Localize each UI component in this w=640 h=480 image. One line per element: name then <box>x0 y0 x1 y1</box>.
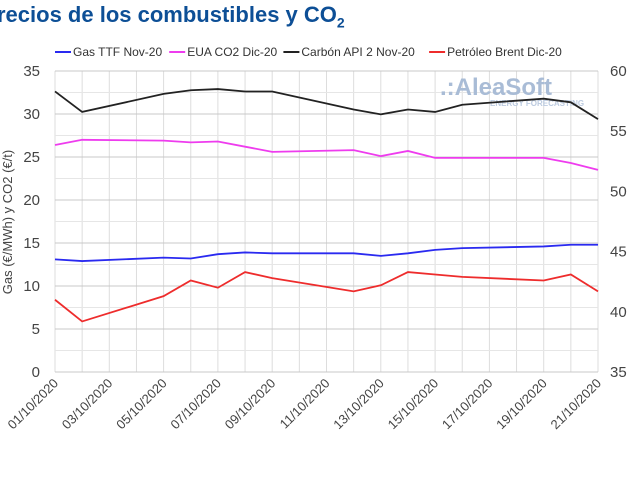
logo-tagline: ENERGY FORECASTING <box>490 99 584 108</box>
x-tick-label: 09/10/2020 <box>222 376 279 433</box>
x-tick-label: 21/10/2020 <box>547 376 604 433</box>
chart-title: recios de los combustibles y CO2 <box>0 2 345 30</box>
x-tick-label: 11/10/2020 <box>277 376 333 432</box>
title-text: recios de los combustibles y CO <box>0 2 337 27</box>
y-axis-label: Gas (€/MWh) y CO2 (€/t) <box>0 150 15 294</box>
legend-label: Petróleo Brent Dic-20 <box>447 45 562 59</box>
y2-tick-label: 45 <box>610 244 627 261</box>
y2-tick-label: 50 <box>610 183 627 200</box>
y2-tick-label: 35 <box>610 364 627 381</box>
x-tick-label: 17/10/2020 <box>439 376 496 433</box>
y-tick-label: 15 <box>23 235 40 252</box>
y-tick-label: 0 <box>32 364 40 381</box>
x-tick-label: 03/10/2020 <box>59 376 116 433</box>
y2-tick-label: 55 <box>610 123 627 140</box>
y-tick-label: 5 <box>32 321 40 338</box>
legend-label: Carbón API 2 Nov-20 <box>301 45 415 59</box>
y-tick-label: 25 <box>23 149 40 166</box>
y-tick-label: 30 <box>23 106 40 123</box>
legend-label: EUA CO2 Dic-20 <box>187 45 277 59</box>
y-tick-label: 10 <box>23 278 40 295</box>
y2-tick-label: 40 <box>610 304 627 321</box>
x-tick-label: 05/10/2020 <box>113 376 170 433</box>
legend-label: Gas TTF Nov-20 <box>73 45 162 59</box>
title-subscript: 2 <box>336 14 345 31</box>
y2-tick-label: 60 <box>610 63 627 80</box>
y-tick-label: 35 <box>23 63 40 80</box>
logo-text: .:AleaSoft <box>440 74 552 101</box>
y-tick-label: 20 <box>23 192 40 209</box>
x-tick-label: 13/10/2020 <box>330 376 387 433</box>
x-tick-label: 19/10/2020 <box>493 376 550 433</box>
x-tick-label: 01/10/2020 <box>4 376 61 433</box>
x-tick-label: 07/10/2020 <box>167 376 224 433</box>
x-tick-label: 15/10/2020 <box>385 376 442 433</box>
